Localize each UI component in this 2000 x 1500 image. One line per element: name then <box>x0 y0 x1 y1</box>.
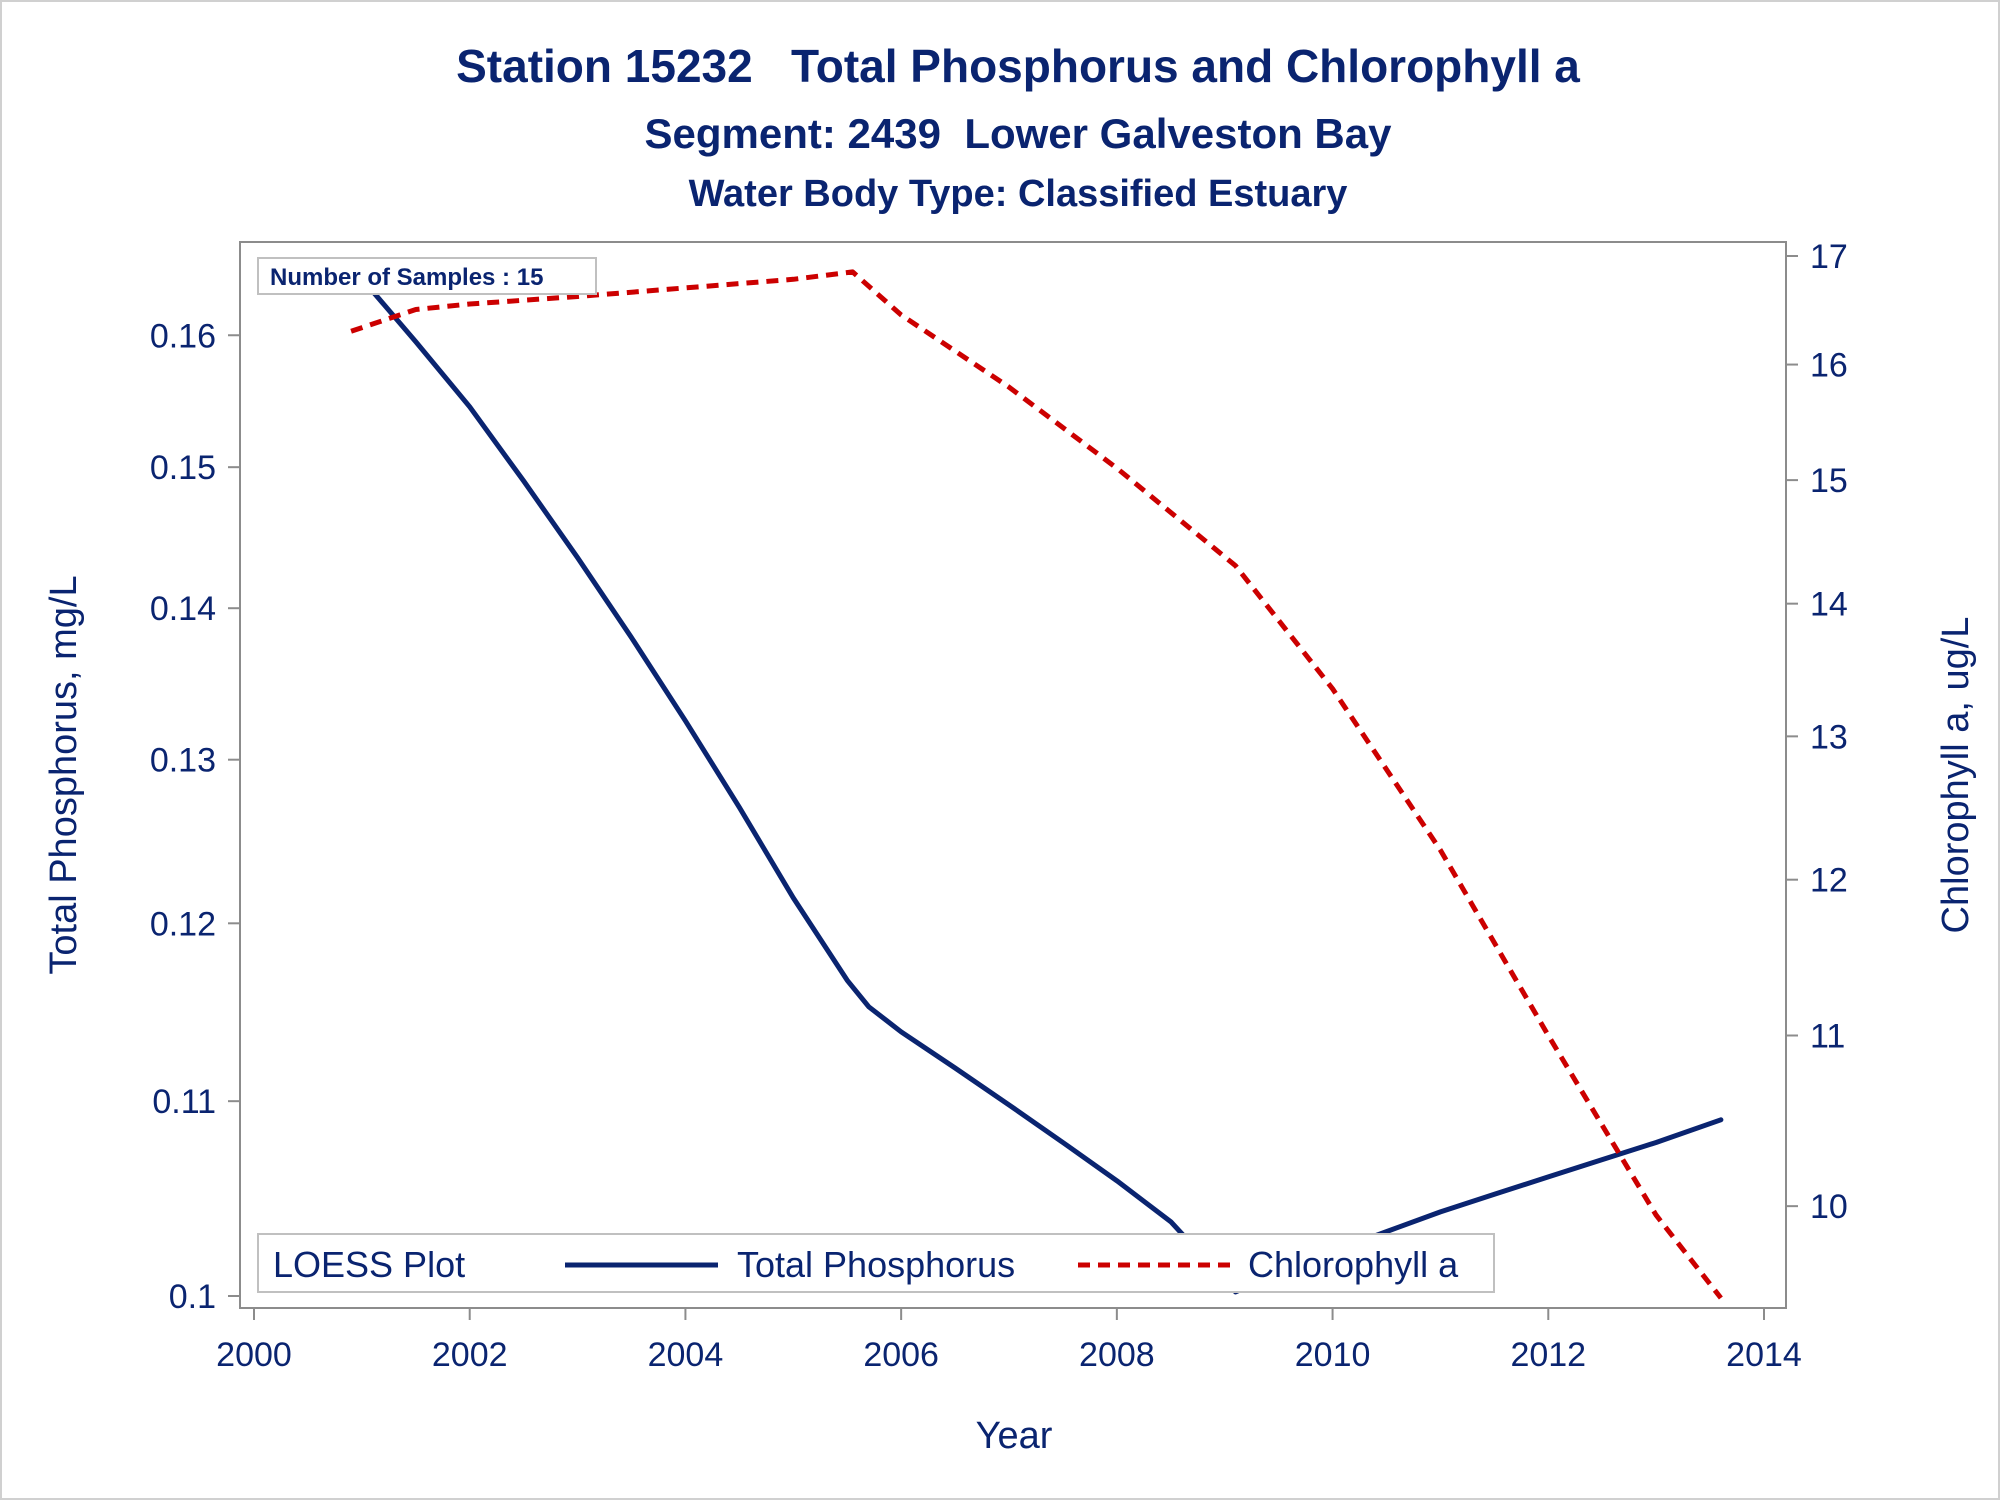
x-axis-label: Year <box>976 1415 1053 1457</box>
y-tick-label: 0.11 <box>152 1083 216 1121</box>
x-tick-label: 2012 <box>1510 1336 1586 1374</box>
x-tick-label: 2002 <box>432 1336 508 1374</box>
series-layer <box>348 263 1724 1300</box>
y-tick-label: 0.16 <box>150 317 216 355</box>
y2-tick-label: 11 <box>1810 1017 1845 1055</box>
legend-label-total-phosphorus: Total Phosphorus <box>737 1244 1015 1285</box>
legend-title: LOESS Plot <box>273 1244 465 1285</box>
legend-label-chlorophyll-a: Chlorophyll a <box>1248 1244 1459 1285</box>
y2-tick-label: 12 <box>1810 862 1848 900</box>
y2-tick-label: 10 <box>1810 1188 1848 1226</box>
x-tick-label: 2010 <box>1295 1336 1371 1374</box>
x-tick-label: 2004 <box>648 1336 724 1374</box>
inset-text: Number of Samples : 15 <box>270 264 543 291</box>
chart-subtitle-2: Water Body Type: Classified Estuary <box>689 173 1348 215</box>
x-tick-label: 2008 <box>1079 1336 1155 1374</box>
x-tick-label: 2014 <box>1726 1336 1802 1374</box>
inset-box <box>257 257 597 295</box>
series-line-total-phosphorus <box>348 263 1724 1295</box>
plot-area <box>239 241 1787 1309</box>
y-tick-label: 0.1 <box>169 1278 216 1316</box>
y2-tick-label: 16 <box>1810 347 1848 385</box>
y-axis-label: Total Phosphorus, mg/L <box>43 575 85 974</box>
y-axis-right: 10 11 12 13 14 15 16 17 <box>1786 238 1848 1226</box>
y-axis-left: 0.1 0.11 0.12 0.13 0.14 0.15 0.16 <box>150 317 240 1316</box>
legend: LOESS Plot Total Phosphorus Chlorophyll … <box>257 1233 1495 1293</box>
y2-tick-label: 17 <box>1810 238 1848 276</box>
x-tick-label: 2000 <box>216 1336 292 1374</box>
y-tick-label: 0.15 <box>150 449 216 487</box>
y-tick-label: 0.12 <box>150 905 216 943</box>
y2-tick-label: 15 <box>1810 462 1848 500</box>
y2-tick-label: 14 <box>1810 586 1848 624</box>
chart-title: Station 15232 Total Phosphorus and Chlor… <box>456 40 1580 92</box>
series-line-chlorophyll-a <box>350 269 1723 1300</box>
chart-subtitle: Segment: 2439 Lower Galveston Bay <box>645 110 1393 157</box>
sample-count-inset: Number of Samples : 15 <box>257 257 597 295</box>
x-axis: 2000 2002 2004 2006 2008 2010 2012 2014 <box>216 1308 1802 1374</box>
legend-box <box>257 1233 1495 1293</box>
y2-axis-label: Chlorophyll a, ug/L <box>1935 617 1977 934</box>
y-tick-label: 0.13 <box>150 742 216 780</box>
y-tick-label: 0.14 <box>150 590 216 628</box>
y2-tick-label: 13 <box>1810 718 1848 756</box>
x-tick-label: 2006 <box>863 1336 939 1374</box>
